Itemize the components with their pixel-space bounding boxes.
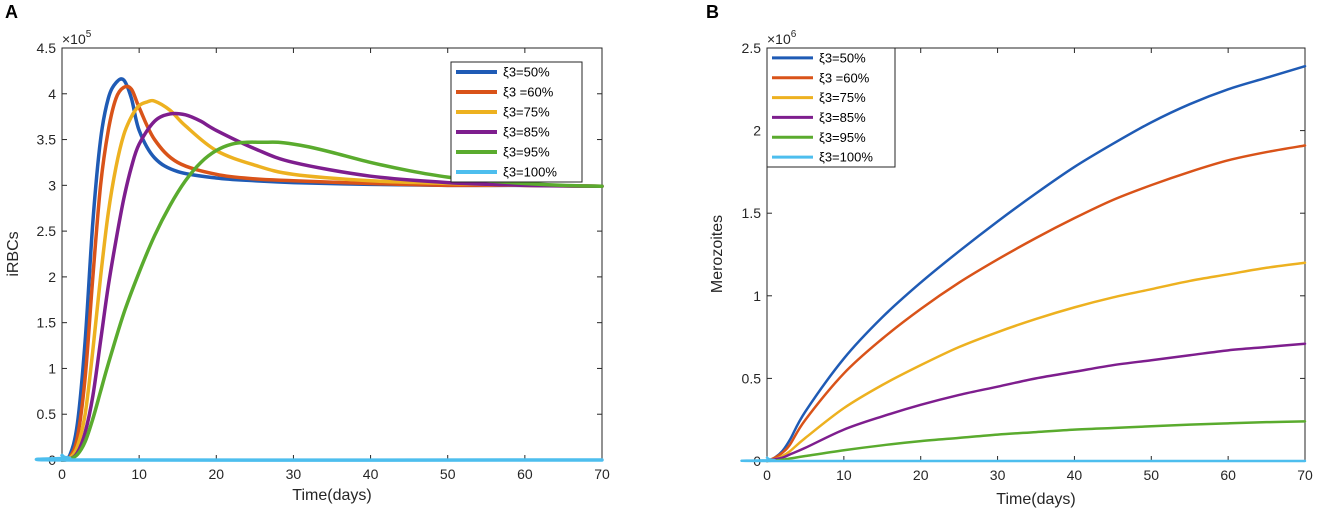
panel-a-legend-label: ξ3=95% bbox=[503, 145, 550, 160]
panel-a-ytick-label: 1.5 bbox=[37, 315, 57, 331]
panel-b-exponent-base: ×10 bbox=[767, 31, 791, 47]
panel-a-xtick-label: 70 bbox=[594, 466, 610, 482]
panel-b-ytick-label: 1 bbox=[753, 288, 761, 304]
panel-a-xtick-label: 10 bbox=[131, 466, 147, 482]
panel-a-series-line-3 bbox=[60, 98, 604, 462]
panel-a-legend-box bbox=[450, 61, 583, 183]
panel-a-xtick-label: 30 bbox=[286, 466, 302, 482]
panel-b-ytick-label: 0.5 bbox=[742, 370, 762, 386]
panel-a-series-line-2 bbox=[60, 84, 604, 462]
panel-b-legend-label: ξ3 =60% bbox=[819, 70, 870, 85]
panel-a-ylabel: iRBCs bbox=[5, 231, 22, 276]
panel-b-ytick-label: 2.5 bbox=[742, 40, 762, 56]
panel-a-series-line-6 bbox=[34, 453, 604, 462]
panel-a-ytick-label: 4.5 bbox=[37, 40, 57, 56]
panel-b-xtick-label: 70 bbox=[1297, 467, 1313, 483]
panel-b-xtick-label: 40 bbox=[1067, 467, 1083, 483]
panel-a-ytick-label: 0.5 bbox=[37, 406, 57, 422]
panel-letter-b: B bbox=[706, 2, 719, 22]
panel-a-legend-label: ξ3=100% bbox=[503, 165, 557, 180]
panel-letter-a: A bbox=[5, 2, 18, 22]
panel-a-series bbox=[34, 77, 604, 462]
panel-a-legend-label: ξ3=75% bbox=[503, 105, 550, 120]
panel-b-exponent: ×106 bbox=[767, 29, 797, 47]
panel-b-ytick-label: 1.5 bbox=[742, 205, 762, 221]
panel-a-xtick-label: 40 bbox=[363, 466, 379, 482]
panel-b-series-line-3 bbox=[765, 261, 1307, 463]
panel-b-xtick-label: 20 bbox=[913, 467, 929, 483]
panel-a-exponent-power: 5 bbox=[86, 29, 92, 40]
panel-a-xlabel: Time(days) bbox=[292, 487, 371, 504]
panel-a-series-line-5 bbox=[60, 140, 604, 462]
panel-a-ytick-label: 1 bbox=[48, 360, 56, 376]
panel-b-series-line-1 bbox=[765, 64, 1307, 463]
panel-b-xtick-label: 50 bbox=[1143, 467, 1159, 483]
panel-a-legend-label: ξ3=85% bbox=[503, 125, 550, 140]
panel-b-legend-label: ξ3=100% bbox=[819, 150, 873, 165]
panel-a-ytick-label: 3 bbox=[48, 177, 56, 193]
panel-a-ytick-label: 2.5 bbox=[37, 223, 57, 239]
panel-a-ytick-label: 2 bbox=[48, 269, 56, 285]
panel-a-ytick-label: 4 bbox=[48, 86, 56, 102]
panel-a-xtick-label: 50 bbox=[440, 466, 456, 482]
panel-b-xtick-label: 0 bbox=[763, 467, 771, 483]
panel-b-legend-label: ξ3=50% bbox=[819, 50, 866, 65]
panel-b-xtick-label: 10 bbox=[836, 467, 852, 483]
panel-a-legend-label: ξ3=50% bbox=[503, 65, 550, 80]
panel-b-series-line-2 bbox=[765, 144, 1307, 463]
panel-a-legend-label: ξ3 =60% bbox=[503, 85, 554, 100]
panel-a-xtick-label: 20 bbox=[208, 466, 224, 482]
panel-b-xtick-label: 30 bbox=[990, 467, 1006, 483]
panel-b-legend-label: ξ3=75% bbox=[819, 90, 866, 105]
panel-b-legend: ξ3=50% ξ3 =60% ξ3=75% ξ3=85% ξ3=95% ξ3=100% bbox=[766, 47, 896, 168]
panel-b-legend-box bbox=[766, 47, 896, 168]
panel-b-ylabel: Merozoites bbox=[709, 215, 726, 293]
panel-a-legend: ξ3=50% ξ3 =60% ξ3=75% ξ3=85% ξ3=95% ξ3=100% bbox=[450, 61, 583, 183]
panel-b-legend-label: ξ3=85% bbox=[819, 110, 866, 125]
panel-a-ytick-label: 3.5 bbox=[37, 132, 57, 148]
panel-b-series bbox=[740, 64, 1307, 463]
panel-b-xtick-label: 60 bbox=[1220, 467, 1236, 483]
panel-b-series-line-6 bbox=[740, 456, 1307, 463]
panel-b-exponent-power: 6 bbox=[791, 29, 797, 40]
panel-a-exponent-base: ×10 bbox=[62, 31, 86, 47]
panel-b-ytick-label: 2 bbox=[753, 123, 761, 139]
panel-a-xtick-label: 0 bbox=[58, 466, 66, 482]
panel-a-xtick-label: 60 bbox=[517, 466, 533, 482]
panel-b-series-line-5 bbox=[765, 420, 1307, 463]
panel-a-exponent: ×105 bbox=[62, 29, 92, 47]
panel-b-legend-label: ξ3=95% bbox=[819, 130, 866, 145]
panel-b-xlabel: Time(days) bbox=[996, 491, 1075, 508]
panel-b-series-line-4 bbox=[765, 342, 1307, 463]
panel-a-series-line-4 bbox=[60, 111, 604, 462]
